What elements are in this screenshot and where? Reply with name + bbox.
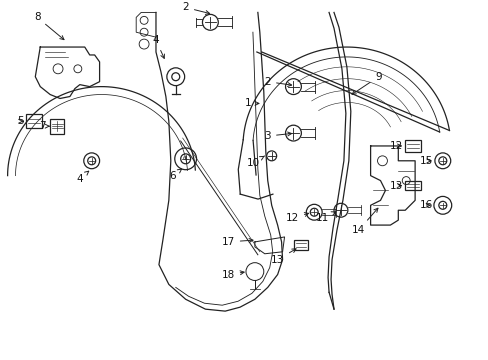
- Bar: [294, 240, 307, 250]
- Bar: [50, 119, 64, 134]
- Text: 12: 12: [389, 141, 402, 151]
- Text: 7: 7: [39, 121, 49, 131]
- Bar: [405, 181, 420, 190]
- Text: 4: 4: [76, 171, 88, 184]
- Text: 18: 18: [221, 270, 244, 279]
- Text: 3: 3: [264, 131, 291, 141]
- Bar: [405, 140, 420, 152]
- Text: 4: 4: [152, 35, 164, 58]
- Text: 11: 11: [315, 212, 335, 223]
- Text: 13: 13: [389, 180, 402, 190]
- Text: 8: 8: [34, 12, 64, 40]
- Text: 2: 2: [264, 77, 291, 87]
- Text: 9: 9: [351, 72, 381, 94]
- Text: 1: 1: [244, 98, 259, 108]
- Text: 6L: 6L: [182, 156, 188, 161]
- Bar: [26, 114, 42, 128]
- Text: 15: 15: [419, 156, 432, 166]
- Text: 13: 13: [270, 249, 295, 265]
- Text: 17: 17: [221, 237, 252, 247]
- Text: 2: 2: [182, 3, 209, 14]
- Text: 5: 5: [17, 116, 24, 126]
- Text: 12: 12: [285, 213, 308, 223]
- Text: 14: 14: [351, 208, 377, 235]
- Text: 16: 16: [419, 200, 432, 210]
- Text: 6: 6: [169, 169, 181, 181]
- Text: 10: 10: [246, 156, 264, 168]
